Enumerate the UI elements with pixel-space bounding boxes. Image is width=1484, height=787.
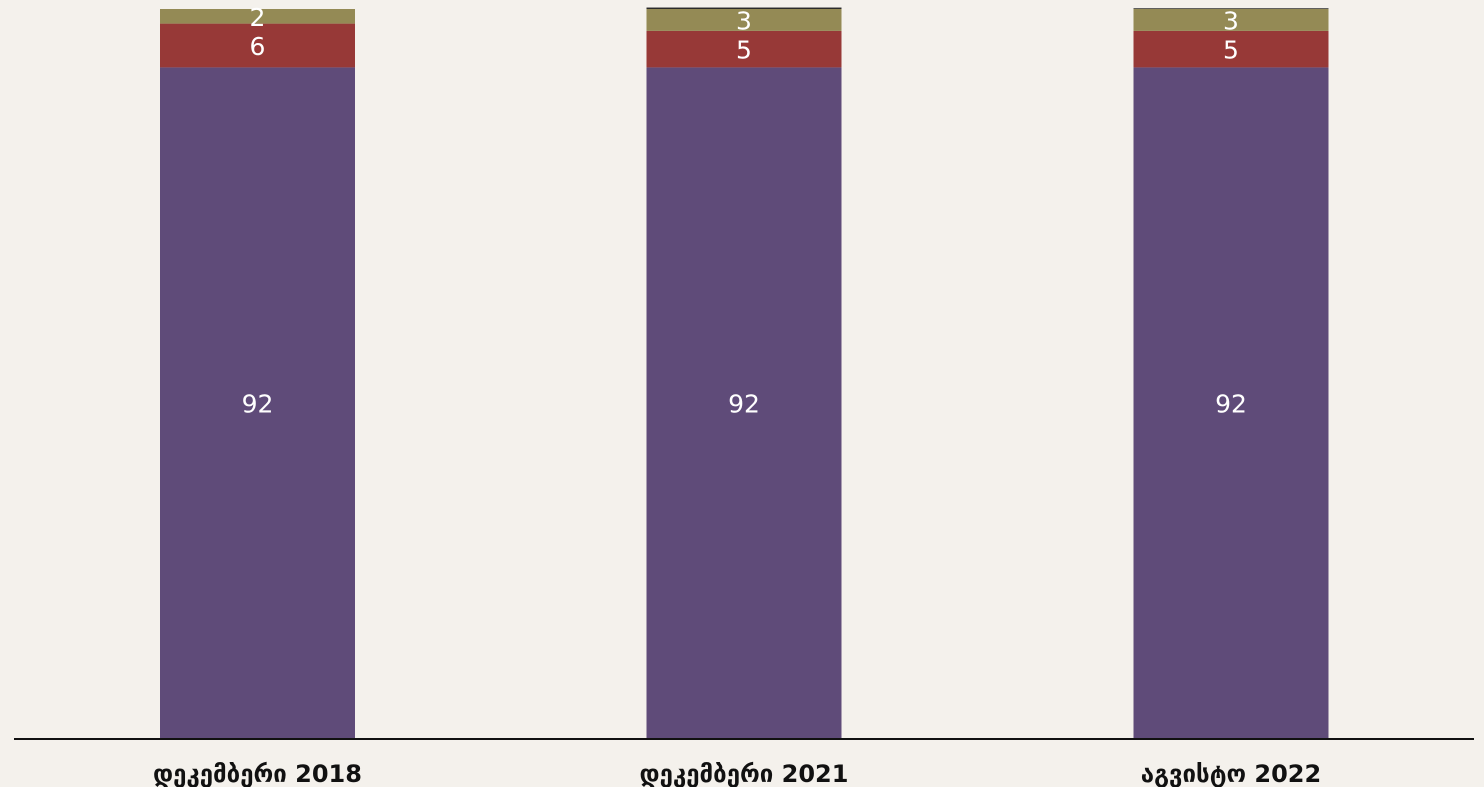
x-tick-label: დეკემბერი 2018 xyxy=(153,760,362,787)
bar-segment xyxy=(160,23,355,68)
x-tick-labels: დეკემბერი 2018 დეკემბერი 2021 აგვისტო 2022 xyxy=(153,760,1321,787)
bar-segment xyxy=(1133,30,1329,68)
bar-segment xyxy=(1133,8,1329,9)
bar-value-label: 3 xyxy=(736,6,752,35)
bar-segment xyxy=(646,7,842,9)
bar-segment xyxy=(160,9,355,24)
x-tick-label: დეკემბერი 2021 xyxy=(640,760,849,787)
bar-segment xyxy=(160,67,355,739)
bar-value-label: 92 xyxy=(728,390,760,419)
bar-value-label: 5 xyxy=(736,36,752,65)
bar-segment xyxy=(1133,67,1329,739)
bar-segment xyxy=(646,30,842,68)
bar-value-label: 5 xyxy=(1223,36,1239,65)
bar-segment xyxy=(1133,9,1329,31)
x-tick-label: აგვისტო 2022 xyxy=(1141,760,1321,787)
bar-value-label: 92 xyxy=(242,390,274,419)
bar-value-label: 92 xyxy=(1215,390,1247,419)
bar-value-label: 3 xyxy=(1223,6,1239,35)
bar-value-label: 6 xyxy=(250,32,266,61)
bar-segment xyxy=(646,67,842,739)
bar-segment xyxy=(646,9,842,31)
bars-layer xyxy=(160,7,1329,739)
bar-value-label: 2 xyxy=(250,3,266,32)
